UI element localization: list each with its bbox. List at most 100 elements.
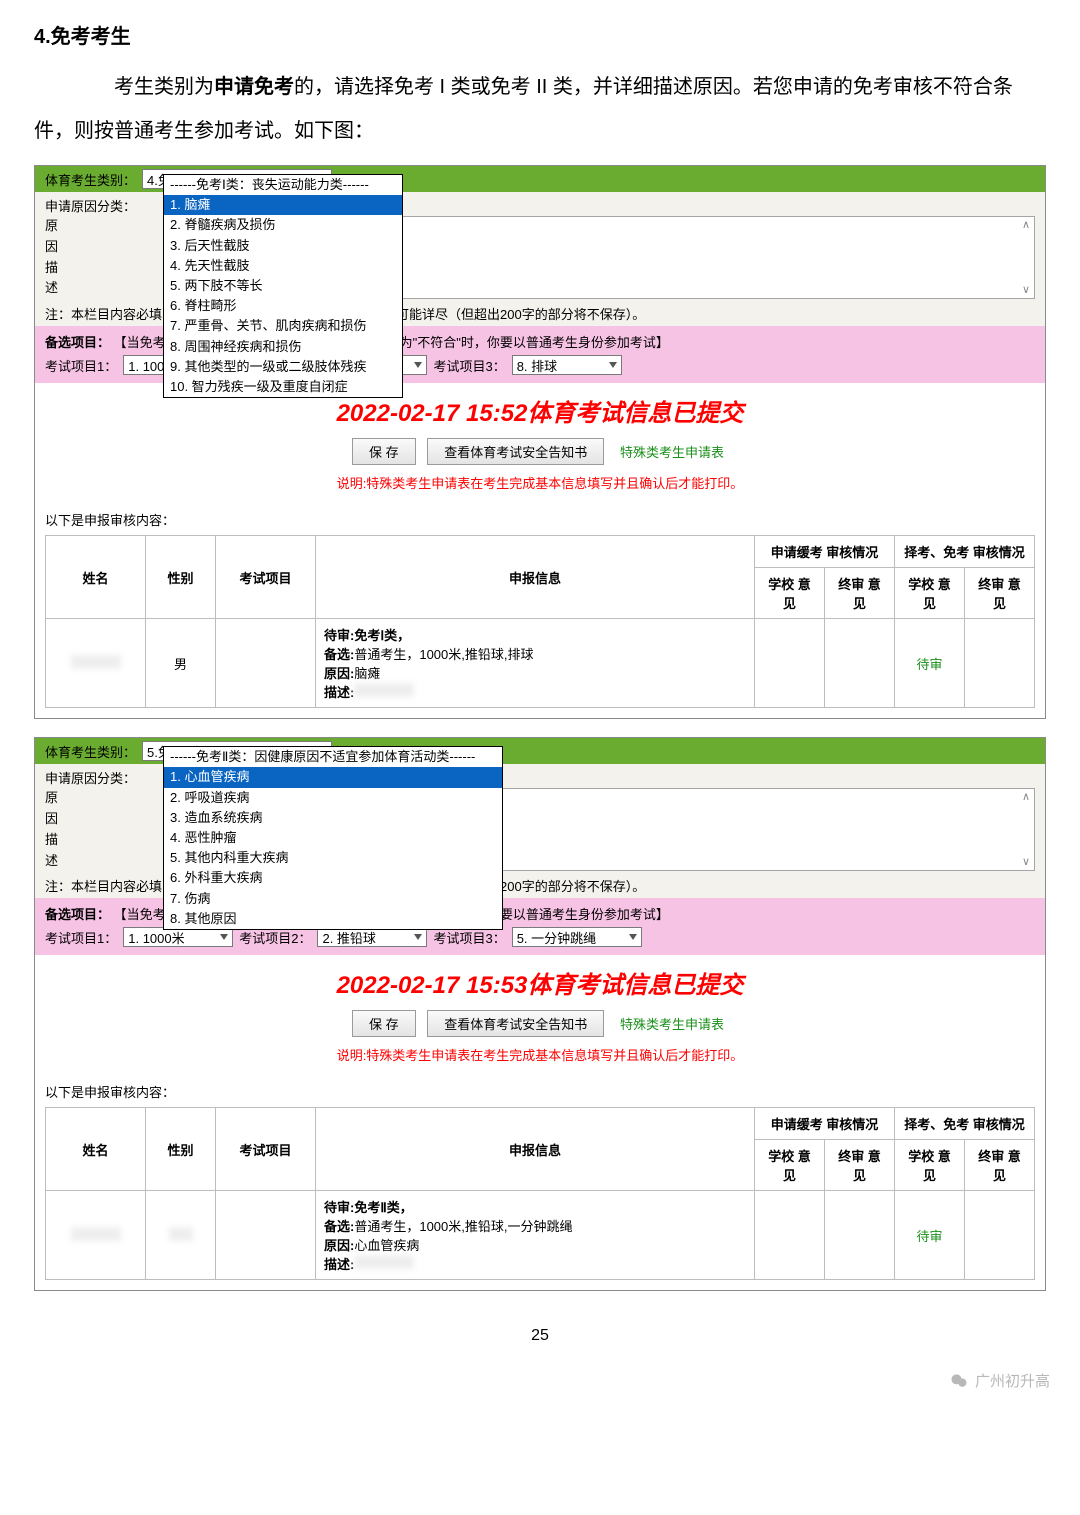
cell-delay-school [755, 619, 825, 708]
audit-subhead: 以下是申报审核内容： [35, 1074, 1045, 1107]
info-line: 待审:免考Ⅰ类， [324, 628, 410, 643]
reason-vert-char: 原 [45, 788, 165, 809]
cell-exempt-final [965, 619, 1035, 708]
th-item: 考试项目 [216, 1108, 316, 1191]
save-button[interactable]: 保 存 [352, 1010, 416, 1037]
th-school: 学校 意见 [755, 1140, 825, 1191]
cell-exempt-final [965, 1191, 1035, 1280]
audit-subhead: 以下是申报审核内容： [35, 502, 1045, 535]
para-bold: 申请免考 [214, 76, 294, 98]
scroll-up-icon[interactable]: ∧ [1020, 219, 1032, 231]
exam2-value: 2. 推铅球 [322, 928, 375, 947]
dropdown-item[interactable]: 6. 外科重大疾病 [164, 868, 502, 888]
dropdown-item[interactable]: 3. 造血系统疾病 [164, 808, 502, 828]
reason-vert-label: 原 因 描 述 [45, 788, 165, 871]
cell-exempt-school: 待审 [895, 1191, 965, 1280]
dropdown-item[interactable]: 6. 脊柱畸形 [164, 296, 402, 316]
redacted-name [71, 655, 121, 669]
dropdown-header: ------免考Ⅱ类：因健康原因不适宜参加体育活动类------ [164, 747, 502, 767]
dropdown-item[interactable]: 1. 脑瘫 [164, 195, 402, 215]
backup-label: 备选项目： [45, 335, 110, 350]
info-line: 备选:普通考生，1000米,推铅球,排球 [324, 647, 534, 662]
view-notice-button[interactable]: 查看体育考试安全告知书 [427, 438, 604, 465]
dropdown-item[interactable]: 10. 智力残疾一级及重度自闭症 [164, 377, 402, 397]
redacted-desc [354, 683, 414, 697]
print-note: 说明:特殊类考生申请表在考生完成基本信息填写并且确认后才能打印。 [35, 1041, 1045, 1074]
screenshot-1: 体育考生类别： 4.免考Ⅰ类 申请原因分类： ------免考Ⅰ类：丧失运动能力… [34, 165, 1046, 719]
dropdown-item[interactable]: 2. 脊髓疾病及损伤 [164, 215, 402, 235]
exam3-value: 8. 排球 [517, 356, 557, 375]
para-pre: 考生类别为 [74, 76, 214, 98]
exam1-value: 1. 1000米 [128, 928, 184, 947]
dropdown-item[interactable]: 9. 其他类型的一级或二级肢体残疾 [164, 357, 402, 377]
reason-class-label: 申请原因分类： [45, 768, 136, 787]
exam2-select[interactable]: 2. 推铅球 [317, 927, 427, 947]
scroll-up-icon[interactable]: ∧ [1020, 791, 1032, 803]
th-sex: 性别 [146, 536, 216, 619]
exam3-select[interactable]: 8. 排球 [512, 355, 622, 375]
dropdown-item[interactable]: 5. 两下肢不等长 [164, 276, 402, 296]
th-final: 终审 意见 [825, 568, 895, 619]
exam3-value: 5. 一分钟跳绳 [517, 928, 596, 947]
scroll-down-icon[interactable]: ∨ [1020, 856, 1032, 868]
reason-vert-char: 原 [45, 216, 165, 237]
cell-delay-final [825, 1191, 895, 1280]
info-line: 备选:普通考生，1000米,推铅球,一分钟跳绳 [324, 1219, 573, 1234]
screenshot-2: 体育考生类别： 5.免考Ⅱ类 申请原因分类： ------免考Ⅱ类：因健康原因不… [34, 737, 1046, 1291]
dropdown-item[interactable]: 2. 呼吸道疾病 [164, 788, 502, 808]
redacted-desc [354, 1255, 414, 1269]
th-name: 姓名 [46, 536, 146, 619]
reason-vert-char: 因 [45, 237, 165, 258]
dropdown-item[interactable]: 8. 其他原因 [164, 909, 502, 929]
reason-class-row: 申请原因分类： ------免考Ⅱ类：因健康原因不适宜参加体育活动类------… [35, 764, 1045, 786]
exam1-label: 考试项目1： [45, 928, 117, 947]
dropdown-item[interactable]: 4. 先天性截肢 [164, 256, 402, 276]
info-line: 待审:免考Ⅱ类， [324, 1200, 413, 1215]
reason-vert-char: 述 [45, 278, 165, 299]
redacted-name [71, 1227, 121, 1241]
special-form-link[interactable]: 特殊类考生申请表 [612, 442, 732, 463]
th-item: 考试项目 [216, 536, 316, 619]
category-label: 体育考生类别： [45, 742, 136, 761]
exam1-label: 考试项目1： [45, 356, 117, 375]
dropdown-item[interactable]: 1. 心血管疾病 [164, 767, 502, 787]
dropdown-item[interactable]: 7. 严重骨、关节、肌肉疾病和损伤 [164, 316, 402, 336]
exam1-select[interactable]: 1. 1000米 [123, 927, 233, 947]
redacted-sex [169, 1227, 193, 1241]
th-exempt: 择考、免考 审核情况 [895, 1108, 1035, 1140]
cell-info: 待审:免考Ⅱ类， 备选:普通考生，1000米,推铅球,一分钟跳绳 原因:心血管疾… [316, 1191, 755, 1280]
th-info: 申报信息 [316, 1108, 755, 1191]
table-row: 男 待审:免考Ⅰ类， 备选:普通考生，1000米,推铅球,排球 原因:脑瘫 描述… [46, 619, 1035, 708]
dropdown-item[interactable]: 7. 伤病 [164, 889, 502, 909]
reason-vert-char: 因 [45, 809, 165, 830]
reason-dropdown[interactable]: ------免考Ⅱ类：因健康原因不适宜参加体育活动类------ 1. 心血管疾… [163, 746, 503, 930]
cell-delay-final [825, 619, 895, 708]
info-line: 描述: [324, 685, 414, 700]
reason-class-row: 申请原因分类： ------免考Ⅰ类：丧失运动能力类------ 1. 脑瘫 2… [35, 192, 1045, 214]
dropdown-item[interactable]: 3. 后天性截肢 [164, 236, 402, 256]
scroll-down-icon[interactable]: ∨ [1020, 284, 1032, 296]
cell-sex: 男 [146, 619, 216, 708]
exam3-label: 考试项目3： [433, 928, 505, 947]
dropdown-item[interactable]: 8. 周围神经疾病和损伤 [164, 337, 402, 357]
th-school: 学校 意见 [895, 568, 965, 619]
th-exempt: 择考、免考 审核情况 [895, 536, 1035, 568]
cell-sex [146, 1191, 216, 1280]
dropdown-item[interactable]: 5. 其他内科重大疾病 [164, 848, 502, 868]
backup-label: 备选项目： [45, 907, 110, 922]
th-sex: 性别 [146, 1108, 216, 1191]
audit-table: 姓名 性别 考试项目 申报信息 申请缓考 审核情况 择考、免考 审核情况 学校 … [45, 1107, 1035, 1280]
reason-vert-char: 述 [45, 851, 165, 872]
print-note: 说明:特殊类考生申请表在考生完成基本信息填写并且确认后才能打印。 [35, 469, 1045, 502]
wechat-source: 广州初升高 [949, 1370, 1050, 1391]
dropdown-header: ------免考Ⅰ类：丧失运动能力类------ [164, 175, 402, 195]
reason-dropdown[interactable]: ------免考Ⅰ类：丧失运动能力类------ 1. 脑瘫 2. 脊髓疾病及损… [163, 174, 403, 398]
exam3-select[interactable]: 5. 一分钟跳绳 [512, 927, 642, 947]
view-notice-button[interactable]: 查看体育考试安全告知书 [427, 1010, 604, 1037]
save-button[interactable]: 保 存 [352, 438, 416, 465]
special-form-link[interactable]: 特殊类考生申请表 [612, 1014, 732, 1035]
dropdown-item[interactable]: 4. 恶性肿瘤 [164, 828, 502, 848]
wechat-source-text: 广州初升高 [975, 1370, 1050, 1391]
category-label: 体育考生类别： [45, 170, 136, 189]
reason-class-label: 申请原因分类： [45, 196, 136, 215]
